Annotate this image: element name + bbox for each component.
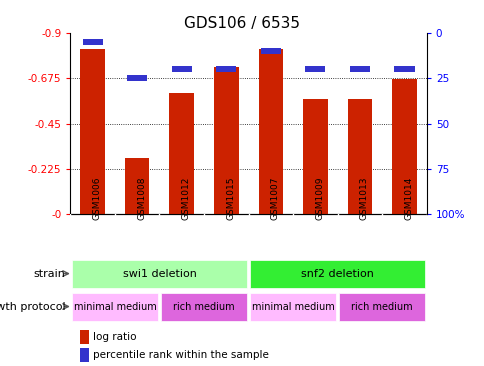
Bar bbox=[72, 292, 158, 321]
Text: GSM1014: GSM1014 bbox=[404, 177, 413, 220]
Bar bbox=[125, 158, 149, 214]
Bar bbox=[349, 66, 369, 72]
Bar bbox=[72, 259, 247, 288]
Bar bbox=[80, 348, 89, 362]
Bar bbox=[80, 330, 89, 344]
Bar bbox=[302, 100, 327, 214]
Text: rich medium: rich medium bbox=[351, 302, 412, 311]
Bar bbox=[171, 66, 191, 72]
Bar bbox=[213, 67, 238, 214]
Text: GSM1006: GSM1006 bbox=[92, 177, 101, 220]
Text: strain: strain bbox=[33, 269, 65, 279]
Bar bbox=[169, 93, 194, 214]
Text: GSM1009: GSM1009 bbox=[315, 177, 324, 220]
Bar bbox=[338, 292, 424, 321]
Text: GSM1015: GSM1015 bbox=[226, 177, 235, 220]
Bar bbox=[80, 49, 105, 214]
Text: minimal medium: minimal medium bbox=[251, 302, 334, 311]
Bar bbox=[258, 49, 283, 214]
Text: rich medium: rich medium bbox=[173, 302, 234, 311]
Text: GSM1012: GSM1012 bbox=[182, 177, 190, 220]
Text: percentile rank within the sample: percentile rank within the sample bbox=[93, 350, 269, 361]
Text: growth protocol: growth protocol bbox=[0, 302, 65, 311]
Bar bbox=[127, 75, 147, 81]
Bar bbox=[249, 259, 424, 288]
Text: GSM1007: GSM1007 bbox=[270, 177, 279, 220]
Bar bbox=[392, 79, 416, 214]
Bar bbox=[260, 48, 280, 54]
Bar bbox=[161, 292, 247, 321]
Text: log ratio: log ratio bbox=[93, 332, 136, 342]
Bar bbox=[305, 66, 325, 72]
Text: snf2 deletion: snf2 deletion bbox=[301, 269, 373, 279]
Bar bbox=[82, 39, 103, 45]
Text: GSM1013: GSM1013 bbox=[359, 177, 368, 220]
Text: GSM1008: GSM1008 bbox=[137, 177, 146, 220]
Bar bbox=[216, 66, 236, 72]
Text: swi1 deletion: swi1 deletion bbox=[122, 269, 196, 279]
Text: minimal medium: minimal medium bbox=[74, 302, 156, 311]
Bar bbox=[347, 100, 371, 214]
Bar bbox=[249, 292, 335, 321]
Bar bbox=[393, 66, 414, 72]
Text: GDS106 / 6535: GDS106 / 6535 bbox=[184, 16, 300, 31]
